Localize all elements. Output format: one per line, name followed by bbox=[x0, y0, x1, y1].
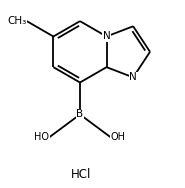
Text: HO: HO bbox=[34, 133, 49, 143]
Text: OH: OH bbox=[111, 133, 126, 143]
Text: HCl: HCl bbox=[71, 168, 91, 181]
Text: N: N bbox=[129, 72, 137, 82]
Text: N: N bbox=[103, 31, 110, 42]
Text: B: B bbox=[76, 109, 84, 119]
Text: CH₃: CH₃ bbox=[8, 16, 27, 26]
